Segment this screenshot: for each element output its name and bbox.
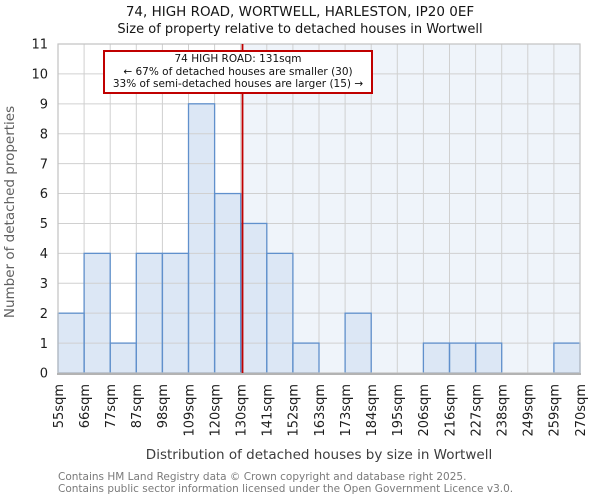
x-tick-label: 77sqm: [104, 384, 119, 428]
y-tick-label: 2: [40, 307, 48, 322]
y-tick-label: 6: [40, 187, 48, 202]
x-tick-label: 163sqm: [313, 384, 328, 437]
y-tick-label: 3: [40, 277, 48, 292]
y-tick-label: 8: [40, 127, 48, 142]
annotation-smaller-line: ← 67% of detached houses are smaller (30…: [123, 65, 353, 78]
x-tick-label: 66sqm: [78, 384, 93, 428]
y-tick-label: 5: [40, 217, 48, 232]
x-tick-label: 98sqm: [156, 384, 171, 428]
y-tick-label: 7: [40, 157, 48, 172]
x-tick-label: 206sqm: [417, 384, 432, 437]
y-tick-label: 10: [31, 68, 48, 83]
histogram-bar: [553, 343, 580, 373]
x-tick-label: 227sqm: [469, 384, 484, 437]
footer-line-1: Contains HM Land Registry data © Crown c…: [58, 471, 467, 483]
x-tick-label: 87sqm: [130, 384, 145, 428]
x-tick-label: 120sqm: [208, 384, 223, 437]
histogram-bar: [449, 343, 476, 373]
histogram-bar: [423, 343, 450, 373]
y-tick-label: 11: [31, 38, 48, 53]
chart-title: 74, HIGH ROAD, WORTWELL, HARLESTON, IP20…: [125, 4, 475, 20]
annotation-box: 74 HIGH ROAD: 131sqm ← 67% of detached h…: [103, 50, 373, 94]
histogram-bar: [292, 343, 319, 373]
x-tick-label: 184sqm: [365, 384, 380, 437]
histogram-bar: [188, 103, 215, 374]
y-tick-label: 1: [40, 337, 48, 352]
x-tick-label: 238sqm: [495, 384, 510, 437]
x-tick-label: 259sqm: [548, 384, 563, 437]
x-tick-label: 109sqm: [182, 384, 197, 437]
shaded-larger-region: [242, 44, 580, 373]
x-tick-label: 249sqm: [522, 384, 537, 437]
x-tick-label: 55sqm: [52, 384, 67, 428]
histogram-bar: [475, 343, 502, 373]
x-tick-label: 141sqm: [261, 384, 276, 437]
footer-line-2: Contains public sector information licen…: [58, 483, 514, 496]
x-tick-label: 270sqm: [574, 384, 589, 437]
y-axis-label: Number of detached properties: [2, 106, 18, 318]
y-tick-label: 0: [40, 367, 48, 382]
histogram-bar: [240, 223, 267, 373]
annotation-larger-line: 33% of semi-detached houses are larger (…: [112, 78, 364, 91]
x-axis-label: Distribution of detached houses by size …: [146, 447, 492, 463]
x-tick-label: 130sqm: [234, 384, 249, 437]
x-tick-label: 173sqm: [339, 384, 354, 437]
histogram-bar: [110, 343, 137, 373]
x-tick-label: 195sqm: [391, 384, 406, 437]
chart-subtitle: Size of property relative to detached ho…: [117, 22, 483, 37]
x-tick-label: 152sqm: [287, 384, 302, 437]
annotation-property-line: 74 HIGH ROAD: 131sqm: [174, 53, 302, 65]
y-tick-label: 9: [40, 98, 48, 113]
y-tick-label: 4: [40, 247, 48, 262]
x-tick-label: 216sqm: [443, 384, 458, 437]
footer: Contains HM Land Registry data © Crown c…: [58, 471, 513, 495]
